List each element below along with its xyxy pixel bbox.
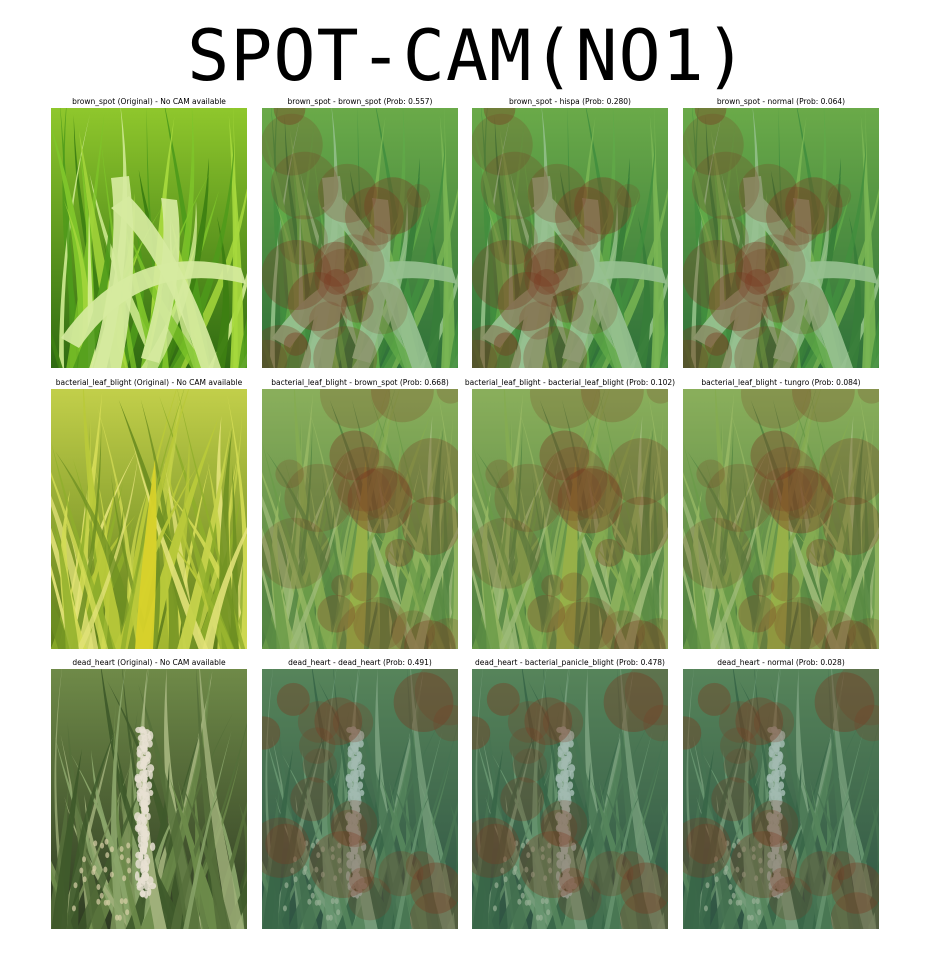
rice-field-image — [683, 108, 879, 368]
panel-title: dead_heart (Original) - No CAM available — [72, 658, 226, 667]
rice-field-image — [262, 669, 458, 929]
panel-title: brown_spot - brown_spot (Prob: 0.557) — [287, 97, 433, 106]
panel-title: brown_spot (Original) - No CAM available — [72, 97, 226, 106]
cam-overlay-panel — [472, 389, 668, 649]
rice-field-image — [51, 389, 247, 649]
rice-field-image — [51, 108, 247, 368]
original-image-panel — [51, 389, 247, 649]
panel-title: bacterial_leaf_blight - brown_spot (Prob… — [271, 378, 449, 387]
panel-title: dead_heart - bacterial_panicle_blight (P… — [474, 658, 665, 667]
rice-field-image — [51, 669, 247, 929]
rice-field-image — [262, 389, 458, 649]
cam-overlay-panel — [262, 389, 458, 649]
panel-title: dead_heart - normal (Prob: 0.028) — [717, 658, 845, 667]
rice-field-image — [262, 108, 458, 368]
panel-title: dead_heart - dead_heart (Prob: 0.491) — [288, 658, 432, 667]
cam-overlay-panel — [262, 108, 458, 368]
panel-title: bacterial_leaf_blight - tungro (Prob: 0.… — [701, 378, 861, 387]
original-image-panel — [51, 108, 247, 368]
cam-overlay-panel — [683, 669, 879, 929]
cam-overlay-panel — [472, 108, 668, 368]
cam-overlay-panel — [683, 389, 879, 649]
cam-overlay-panel — [262, 669, 458, 929]
panel-title: bacterial_leaf_blight (Original) - No CA… — [55, 378, 243, 387]
rice-field-image — [683, 669, 879, 929]
panel-title: brown_spot - hispa (Prob: 0.280) — [509, 97, 631, 106]
rice-field-image — [472, 669, 668, 929]
original-image-panel — [51, 669, 247, 929]
rice-field-image — [683, 389, 879, 649]
rice-field-image — [472, 389, 668, 649]
panel-title: bacterial_leaf_blight - bacterial_leaf_b… — [464, 378, 676, 387]
cam-overlay-panel — [472, 669, 668, 929]
panel-title: brown_spot - normal (Prob: 0.064) — [716, 97, 846, 106]
rice-field-image — [472, 108, 668, 368]
page-title: SPOT-CAM(NO1) — [187, 15, 748, 97]
cam-overlay-panel — [683, 108, 879, 368]
